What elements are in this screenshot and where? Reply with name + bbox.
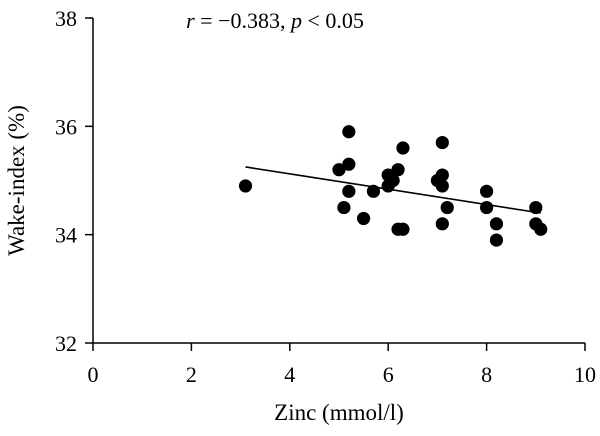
- x-tick-label: 10: [574, 362, 596, 387]
- data-point: [480, 184, 494, 198]
- data-point: [435, 168, 449, 182]
- data-point: [435, 217, 449, 231]
- data-point: [366, 184, 381, 198]
- data-point: [342, 157, 356, 171]
- data-point: [534, 222, 548, 236]
- x-tick-label: 6: [383, 362, 394, 387]
- data-point: [386, 173, 400, 188]
- x-ticks: 0 2 4 6 8 10: [88, 343, 596, 387]
- y-tick-label: 36: [55, 114, 77, 139]
- data-point: [435, 179, 449, 193]
- p-symbol: p: [289, 8, 302, 33]
- y-ticks: 32 34 36 38: [55, 6, 93, 356]
- axes: 0 2 4 6 8 10 32 34 36 38: [55, 6, 596, 387]
- data-point: [332, 163, 346, 177]
- data-point: [238, 179, 253, 193]
- data-point: [480, 200, 494, 215]
- data-points: [238, 125, 548, 247]
- data-point: [440, 200, 454, 215]
- data-point: [489, 217, 504, 231]
- x-tick-label: 8: [481, 362, 492, 387]
- r-symbol: r: [186, 8, 195, 33]
- x-tick-label: 2: [186, 362, 197, 387]
- data-point: [337, 200, 351, 215]
- y-tick-label: 34: [55, 223, 77, 248]
- data-point: [391, 163, 405, 177]
- data-point: [396, 222, 410, 236]
- data-point: [435, 135, 449, 150]
- data-point: [342, 184, 356, 198]
- x-axis-title: Zinc (mmol/l): [274, 400, 404, 425]
- x-tick-label: 0: [88, 362, 99, 387]
- y-tick-label: 32: [55, 331, 77, 356]
- data-point: [357, 211, 371, 226]
- data-point: [342, 125, 356, 139]
- correlation-annotation: r = −0.383, p < 0.05: [186, 8, 364, 33]
- r-value: = −0.383,: [195, 8, 291, 33]
- y-axis-title: Wake-index (%): [4, 105, 29, 256]
- p-value: < 0.05: [302, 8, 364, 33]
- y-tick-label: 38: [55, 6, 77, 31]
- x-tick-label: 4: [284, 362, 295, 387]
- data-point: [529, 200, 543, 215]
- data-point: [489, 233, 504, 247]
- data-point: [396, 141, 410, 155]
